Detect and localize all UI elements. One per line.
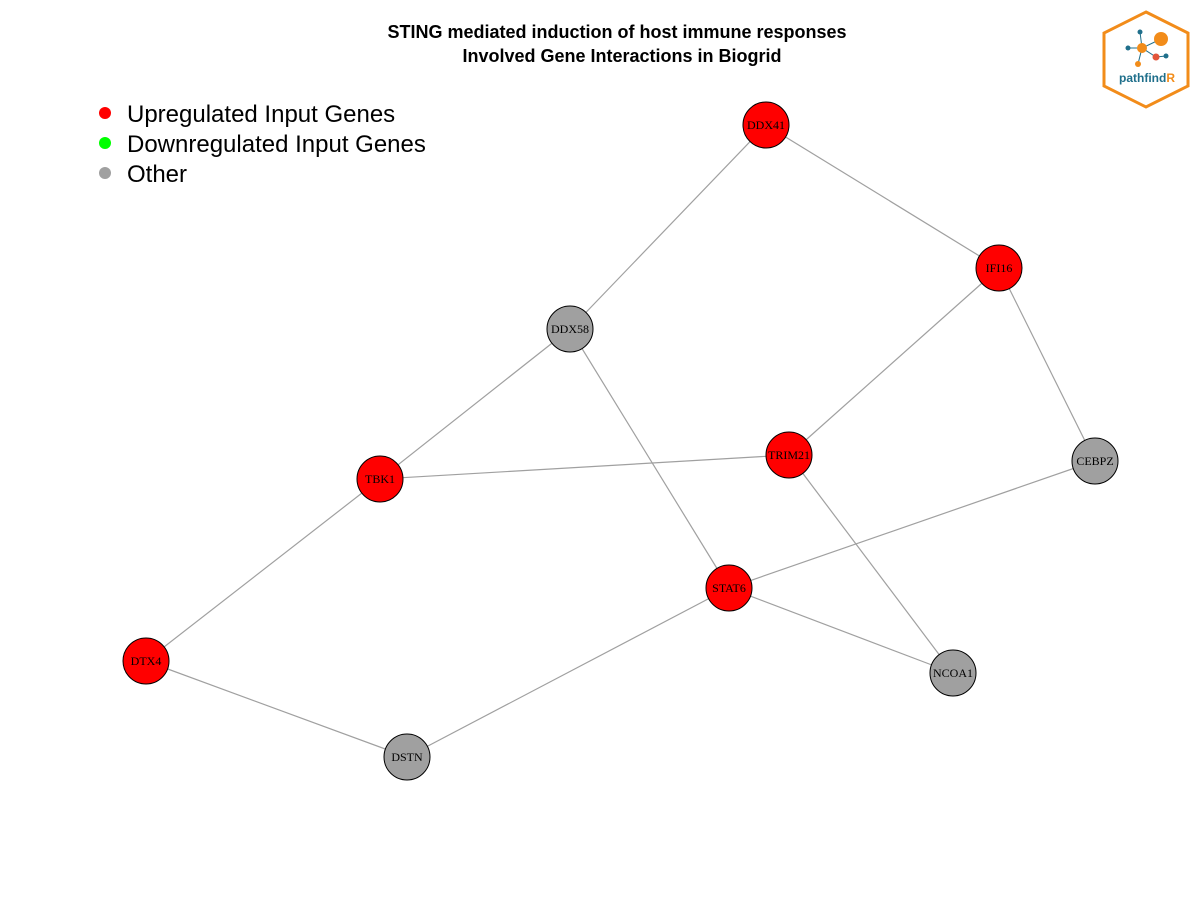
- node-circle-stat6: [705, 564, 753, 612]
- edge-ddx58-stat6: [569, 328, 730, 589]
- nodes-layer: DDX41 IFI16 DDX58 TRIM21 CEBPZ TBK1 STAT6 DTX4 N…: [122, 101, 1119, 781]
- node-label-ifi16: IFI16: [986, 261, 1013, 275]
- edge-ddx41-ddx58: [569, 124, 767, 330]
- node-stat6: STAT6: [705, 564, 753, 612]
- pathfindr-logo: pathfindR: [1102, 10, 1190, 109]
- edge-cebpz-stat6: [728, 460, 1096, 589]
- node-circle-tbk1: [356, 455, 404, 503]
- node-ifi16: IFI16: [975, 244, 1023, 292]
- node-circle-cebpz: [1071, 437, 1119, 485]
- node-circle-ddx58: [546, 305, 594, 353]
- logo-hexagon: [1102, 10, 1190, 109]
- title-line-2: Involved Gene Interactions in Biogrid: [462, 46, 781, 66]
- edge-ddx41-ifi16: [765, 124, 1000, 269]
- node-label-tbk1: TBK1: [365, 472, 395, 486]
- node-label-trim21: TRIM21: [768, 448, 810, 462]
- edge-ifi16-trim21: [788, 267, 1000, 456]
- node-ncoa1: NCOA1: [929, 649, 977, 697]
- node-label-stat6: STAT6: [712, 581, 746, 595]
- node-ddx41: DDX41: [742, 101, 790, 149]
- edge-stat6-ncoa1: [728, 587, 954, 674]
- edge-dtx4-dstn: [145, 660, 408, 758]
- node-tbk1: TBK1: [356, 455, 404, 503]
- logo-text: pathfindR: [1119, 71, 1175, 85]
- node-dtx4: DTX4: [122, 637, 170, 685]
- legend-dot-other: [99, 167, 111, 179]
- legend: Upregulated Input Genes Downregulated In…: [99, 101, 426, 188]
- node-label-ddx58: DDX58: [551, 322, 589, 336]
- legend-label-other: Other: [127, 161, 187, 188]
- edge-tbk1-dtx4: [145, 478, 381, 662]
- node-cebpz: CEBPZ: [1071, 437, 1119, 485]
- node-circle-dtx4: [122, 637, 170, 685]
- edge-ddx58-tbk1: [379, 328, 571, 480]
- node-dstn: DSTN: [383, 733, 431, 781]
- legend-label-down: Downregulated Input Genes: [127, 131, 426, 158]
- network-hexagon-logo-icon: [1125, 29, 1169, 67]
- edge-ifi16-cebpz: [998, 267, 1096, 462]
- edges-layer: [145, 124, 1096, 758]
- node-label-dstn: DSTN: [391, 750, 423, 764]
- node-trim21: TRIM21: [765, 431, 813, 479]
- legend-dot-down: [99, 137, 111, 149]
- legend-label-up: Upregulated Input Genes: [127, 101, 395, 128]
- node-label-ncoa1: NCOA1: [933, 666, 973, 680]
- node-circle-ifi16: [975, 244, 1023, 292]
- title-line-1: STING mediated induction of host immune …: [387, 22, 846, 42]
- edge-tbk1-trim21: [379, 454, 790, 480]
- node-circle-dstn: [383, 733, 431, 781]
- legend-dot-up: [99, 107, 111, 119]
- node-label-ddx41: DDX41: [747, 118, 785, 132]
- node-label-cebpz: CEBPZ: [1076, 454, 1113, 468]
- edge-stat6-dstn: [406, 587, 730, 758]
- node-circle-ncoa1: [929, 649, 977, 697]
- node-circle-trim21: [765, 431, 813, 479]
- node-label-dtx4: DTX4: [131, 654, 162, 668]
- edge-trim21-ncoa1: [788, 454, 954, 674]
- node-ddx58: DDX58: [546, 305, 594, 353]
- node-circle-ddx41: [742, 101, 790, 149]
